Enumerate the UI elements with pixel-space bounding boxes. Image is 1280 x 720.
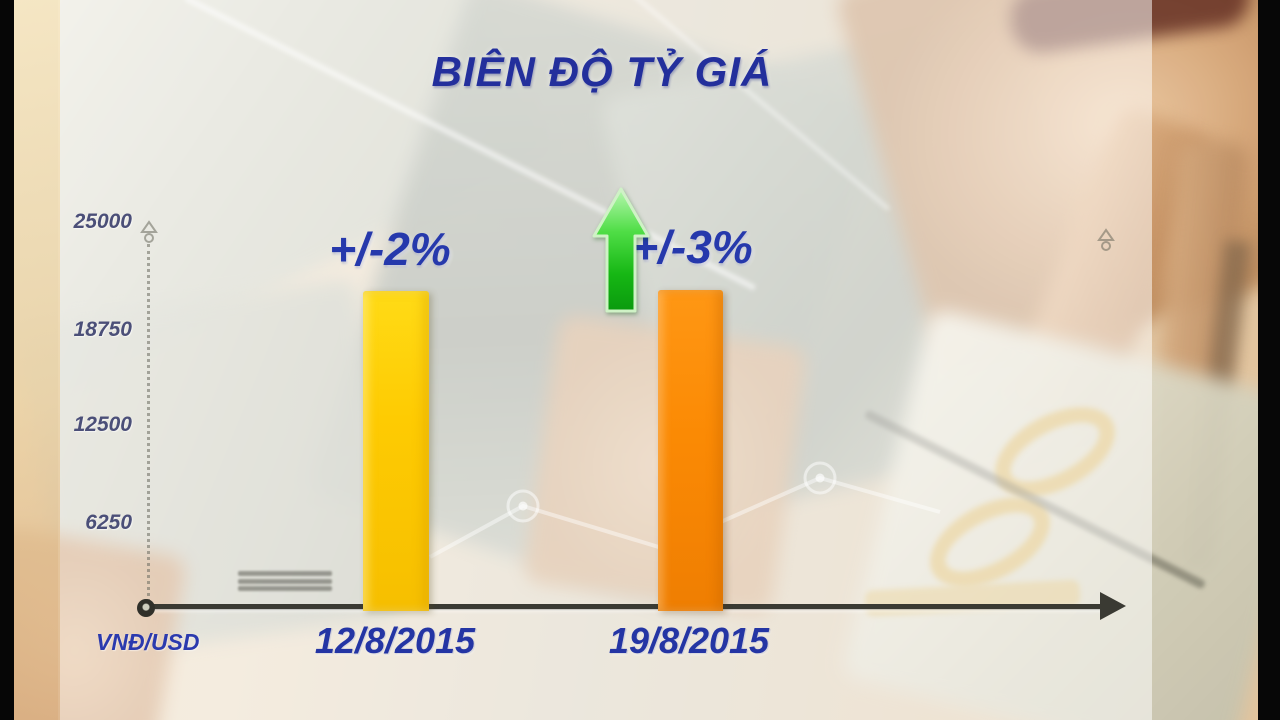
y-tick-label: 25000 [73, 210, 132, 233]
bar-value-label: +/-2% [329, 223, 451, 275]
frame-warm-edge [14, 0, 60, 720]
bar-12-8-2015 [363, 291, 429, 611]
y-tick-label: 18750 [73, 318, 132, 341]
watermark-line [238, 571, 332, 576]
y-axis-unit-label: VNĐ/USD [96, 629, 200, 655]
y-tick-label: 6250 [85, 511, 132, 534]
chart-title: BIÊN ĐỘ TỶ GIÁ [431, 48, 773, 95]
x-tick-label-date: 12/8/2015 [314, 620, 476, 661]
up-arrow-icon [592, 187, 650, 313]
bar-19-8-2015 [658, 290, 723, 611]
bar-value-label: +/-3% [631, 221, 753, 273]
frame-black-left [0, 0, 14, 720]
chart-wash-panel [58, 0, 1152, 720]
axis-origin-dot [137, 599, 155, 617]
x-axis-arrowhead-icon [1100, 592, 1126, 620]
frame-black-right [1258, 0, 1280, 720]
x-axis-line [142, 604, 1104, 609]
watermark-line [238, 586, 332, 591]
x-tick-label-date: 19/8/2015 [608, 620, 770, 661]
axis-top-marker-icon [140, 220, 158, 243]
y-axis-dotted-line [147, 244, 150, 602]
y-tick-label: 12500 [73, 413, 132, 436]
illegible-watermark [238, 571, 332, 591]
axis-top-marker-icon [1097, 228, 1115, 251]
watermark-line [238, 579, 332, 584]
